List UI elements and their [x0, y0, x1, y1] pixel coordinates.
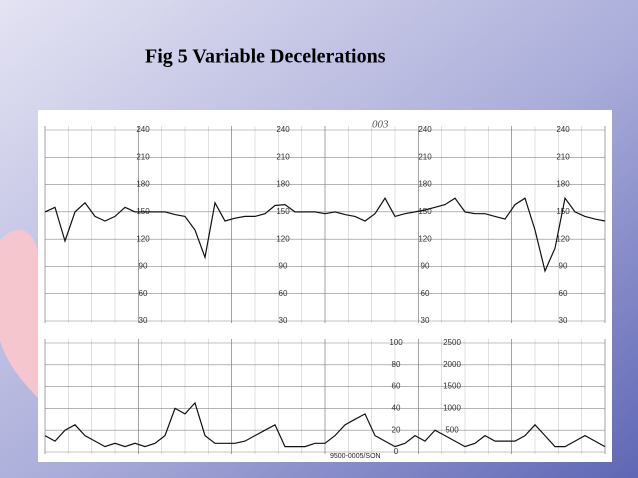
y-tick-label: 210 — [556, 152, 570, 161]
y-tick-label: 240 — [418, 125, 432, 134]
y-tick-label: 210 — [418, 152, 432, 161]
y-tick-label: 150 — [418, 207, 432, 216]
y-tick-label: 120 — [556, 234, 570, 243]
y-tick-label: 60 — [392, 382, 401, 391]
y-tick-label: 30 — [139, 316, 148, 325]
title: Fig 5 Variable Decelerations — [145, 46, 386, 68]
y-tick-label: 90 — [421, 262, 430, 271]
y-tick-label: 60 — [279, 289, 288, 298]
annotation: 003 — [372, 119, 389, 131]
y-tick-label: 240 — [136, 125, 150, 134]
y-tick-label: 120 — [418, 234, 432, 243]
y-tick-label: 40 — [392, 404, 401, 413]
y-tick-label: 240 — [276, 125, 290, 134]
y-tick-label: 180 — [556, 180, 570, 189]
y-tick-label: 30 — [559, 316, 568, 325]
y-tick-label: 80 — [392, 360, 401, 369]
y-tick-label: 20 — [392, 425, 401, 434]
y-tick-label: 60 — [559, 289, 568, 298]
y-tick-label: 0 — [394, 447, 399, 456]
y-tick-label: 180 — [418, 180, 432, 189]
y-tick-label: 180 — [276, 180, 290, 189]
y2-tick-label: 1000 — [443, 404, 461, 413]
y-tick-label: 180 — [136, 180, 150, 189]
y-tick-label: 30 — [279, 316, 288, 325]
y-tick-label: 210 — [136, 152, 150, 161]
y2-tick-label: 2000 — [443, 360, 461, 369]
y2-tick-label: 1500 — [443, 382, 461, 391]
y-tick-label: 90 — [279, 262, 288, 271]
y-tick-label: 120 — [136, 234, 150, 243]
decoration — [0, 229, 40, 400]
y-tick-label: 90 — [559, 262, 568, 271]
y-tick-label: 120 — [276, 234, 290, 243]
y-tick-label: 60 — [139, 289, 148, 298]
y-tick-label: 240 — [556, 125, 570, 134]
y-tick-label: 150 — [276, 207, 290, 216]
y2-tick-label: 2500 — [443, 338, 461, 347]
trace-line — [44, 196, 606, 273]
annotation: 9500-0005/SON — [330, 453, 381, 460]
y-tick-label: 210 — [276, 152, 290, 161]
trace-line — [44, 401, 606, 448]
y-tick-label: 60 — [421, 289, 430, 298]
y-tick-label: 100 — [389, 338, 403, 347]
y-tick-label: 90 — [139, 262, 148, 271]
y2-tick-label: 500 — [445, 425, 459, 434]
y-tick-label: 150 — [556, 207, 570, 216]
y-tick-label: 30 — [421, 316, 430, 325]
